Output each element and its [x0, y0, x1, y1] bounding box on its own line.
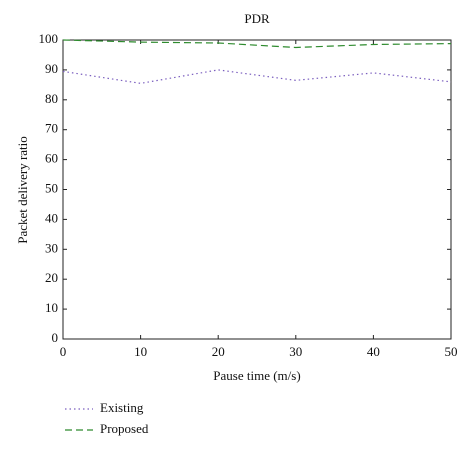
x-tick-label: 20	[212, 344, 225, 359]
x-tick-label: 40	[367, 344, 380, 359]
x-axis-label: Pause time (m/s)	[213, 368, 300, 383]
series-line	[62, 39, 452, 49]
y-tick-label: 10	[45, 300, 58, 315]
y-tick-label: 20	[45, 270, 58, 285]
y-axis-label: Packet delivery ratio	[15, 136, 30, 244]
y-tick-label: 60	[45, 151, 58, 166]
plot-frame	[62, 39, 452, 340]
series-line	[62, 69, 452, 84]
x-tick-label: 10	[134, 344, 147, 359]
x-tick-label: 30	[289, 344, 302, 359]
x-tick-label: 0	[60, 344, 67, 359]
y-tick-label: 90	[45, 61, 58, 76]
y-tick-label: 100	[39, 31, 59, 46]
y-tick-label: 30	[45, 240, 58, 255]
legend-label: Existing	[100, 400, 144, 415]
y-tick-label: 40	[45, 210, 58, 225]
legend-label: Proposed	[100, 421, 149, 436]
x-tick-label: 50	[445, 344, 458, 359]
y-tick-label: 0	[52, 330, 59, 345]
y-tick-label: 80	[45, 91, 58, 106]
chart-title: PDR	[244, 11, 270, 26]
y-tick-label: 70	[45, 121, 58, 136]
y-tick-label: 50	[45, 180, 58, 195]
